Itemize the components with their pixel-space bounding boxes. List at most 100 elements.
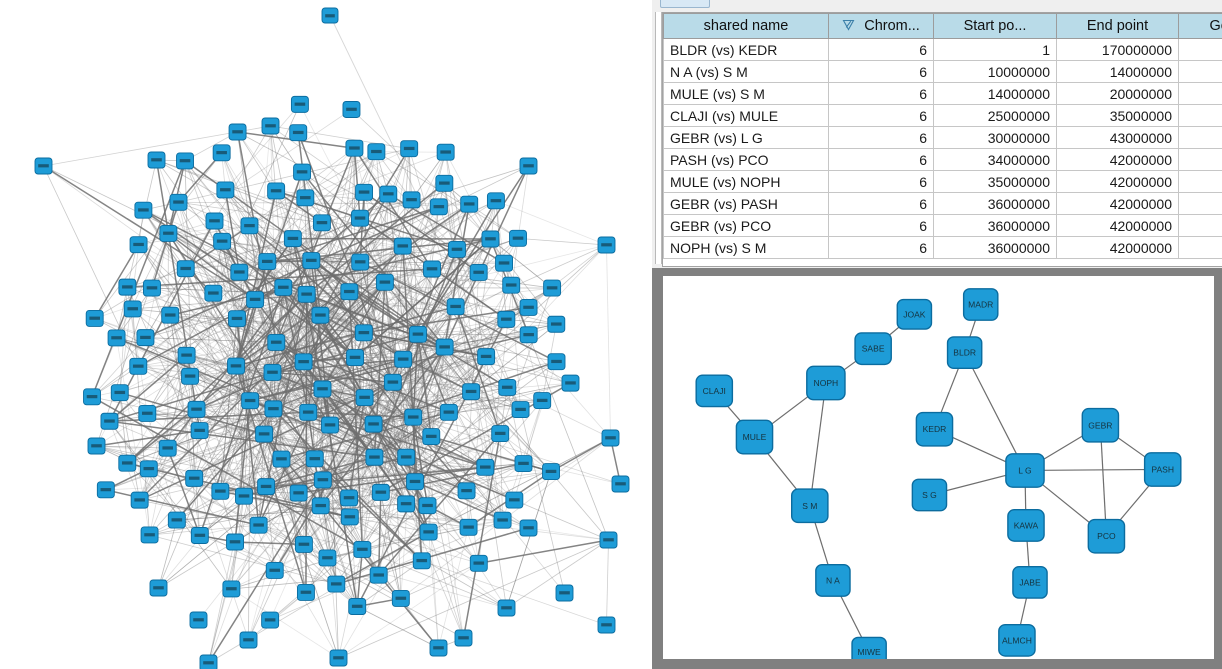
node[interactable]	[258, 253, 277, 271]
node-noph[interactable]: NOPH	[806, 365, 846, 401]
node[interactable]	[264, 400, 283, 418]
node[interactable]	[321, 416, 339, 434]
node[interactable]	[293, 163, 312, 181]
node[interactable]	[599, 531, 618, 549]
node[interactable]	[409, 325, 427, 343]
node[interactable]	[435, 338, 454, 356]
node-pco[interactable]: PCO	[1087, 518, 1126, 554]
node[interactable]	[134, 201, 153, 219]
node[interactable]	[543, 279, 562, 297]
node[interactable]	[246, 291, 265, 308]
node[interactable]	[239, 631, 258, 649]
node-s-g[interactable]: S G	[911, 478, 948, 512]
node[interactable]	[230, 263, 249, 281]
cell-start_point[interactable]: 14000000	[933, 82, 1057, 105]
node[interactable]	[418, 497, 437, 515]
node[interactable]	[261, 611, 280, 629]
node[interactable]	[397, 448, 416, 466]
node[interactable]	[265, 562, 284, 579]
cell-chromosome[interactable]: 6	[828, 192, 934, 215]
cell-start_point[interactable]: 1	[933, 38, 1057, 61]
node[interactable]	[340, 489, 359, 507]
cell-end_point[interactable]: 42000000	[1056, 236, 1179, 259]
table-tab[interactable]	[660, 0, 710, 8]
node[interactable]	[367, 143, 386, 161]
node[interactable]	[87, 437, 106, 455]
cell-chromosome[interactable]: 6	[828, 38, 934, 61]
node[interactable]	[429, 198, 448, 216]
node[interactable]	[205, 212, 224, 230]
node[interactable]	[462, 383, 481, 401]
node[interactable]	[321, 7, 339, 24]
table-scroll-area[interactable]: shared name Chrom...	[662, 12, 1222, 267]
cell-chromosome[interactable]: 6	[828, 60, 934, 83]
cell-end_point[interactable]: 43000000	[1056, 126, 1179, 149]
main-network-canvas[interactable]	[0, 0, 652, 669]
node[interactable]	[340, 508, 359, 526]
node[interactable]	[454, 629, 473, 647]
cell-shared_name[interactable]: BLDR (vs) KEDR	[663, 38, 829, 61]
node[interactable]	[296, 584, 315, 601]
node[interactable]	[611, 475, 630, 493]
node[interactable]	[107, 329, 126, 347]
cell-end_point[interactable]: 42000000	[1056, 214, 1179, 237]
node[interactable]	[394, 350, 413, 368]
cell-end_point[interactable]: 42000000	[1056, 170, 1179, 193]
node-mule[interactable]: MULE	[735, 419, 774, 455]
node[interactable]	[123, 300, 142, 318]
node[interactable]	[189, 611, 208, 629]
node-kawa[interactable]: KAWA	[1007, 509, 1045, 542]
node[interactable]	[597, 616, 616, 634]
node[interactable]	[169, 193, 188, 211]
cell-genetic[interactable]: 8.4	[1178, 214, 1222, 237]
sub-network-view[interactable]: JOAK SABE NOPH CLAJI MULE S M N A MIWE MADR BLDR K…	[663, 276, 1214, 659]
cell-shared_name[interactable]: GEBR (vs) PCO	[663, 214, 829, 237]
node[interactable]	[502, 276, 521, 294]
node[interactable]	[597, 236, 616, 254]
table-row[interactable]: N A (vs) S M610000000140000006.6	[663, 60, 1222, 83]
edge[interactable]	[809, 382, 827, 506]
cell-start_point[interactable]: 30000000	[933, 126, 1057, 149]
node[interactable]	[249, 516, 268, 534]
node[interactable]	[299, 403, 318, 421]
node[interactable]	[375, 273, 394, 291]
node[interactable]	[486, 192, 505, 210]
node-bldr[interactable]: BLDR	[946, 336, 983, 370]
cell-genetic[interactable]: 7.5	[1178, 82, 1222, 105]
cell-genetic[interactable]: 10.5	[1178, 170, 1222, 193]
node[interactable]	[505, 491, 524, 509]
node[interactable]	[211, 482, 230, 500]
node[interactable]	[436, 143, 455, 161]
sub-network-panel[interactable]: JOAK SABE NOPH CLAJI MULE S M N A MIWE MADR BLDR K…	[652, 268, 1222, 669]
node[interactable]	[138, 404, 157, 422]
node[interactable]	[345, 139, 364, 157]
node-miwe[interactable]: MIWE	[851, 636, 887, 659]
cell-shared_name[interactable]: MULE (vs) NOPH	[663, 170, 829, 193]
node[interactable]	[393, 237, 412, 255]
node[interactable]	[289, 124, 308, 142]
edge[interactable]	[964, 352, 1026, 471]
node[interactable]	[469, 554, 488, 572]
column-header-start-point[interactable]: Start po...	[933, 13, 1057, 39]
node[interactable]	[110, 384, 129, 402]
node-joak[interactable]: JOAK	[896, 298, 933, 330]
node[interactable]	[379, 185, 398, 203]
node[interactable]	[83, 388, 101, 406]
cell-shared_name[interactable]: CLAJI (vs) MULE	[663, 104, 829, 127]
node-almch[interactable]: ALMCH	[998, 623, 1036, 657]
edge[interactable]	[1099, 425, 1108, 537]
cell-genetic[interactable]: 8.9	[1178, 192, 1222, 215]
node[interactable]	[355, 389, 374, 406]
table-row[interactable]: MULE (vs) NOPH6350000004200000010.5	[663, 170, 1222, 193]
cell-chromosome[interactable]: 6	[828, 236, 934, 259]
cell-genetic[interactable]: 9.9	[1178, 236, 1222, 259]
cell-start_point[interactable]: 35000000	[933, 170, 1057, 193]
node-gebr[interactable]: GEBR	[1081, 407, 1120, 443]
table-row[interactable]: GEBR (vs) PASH636000000420000008.9	[663, 192, 1222, 215]
table-row[interactable]: BLDR (vs) KEDR61170000000192.0	[663, 38, 1222, 61]
node[interactable]	[469, 264, 488, 281]
node[interactable]	[167, 511, 186, 529]
cell-shared_name[interactable]: GEBR (vs) L G	[663, 126, 829, 149]
node[interactable]	[274, 279, 293, 296]
node[interactable]	[290, 95, 309, 113]
